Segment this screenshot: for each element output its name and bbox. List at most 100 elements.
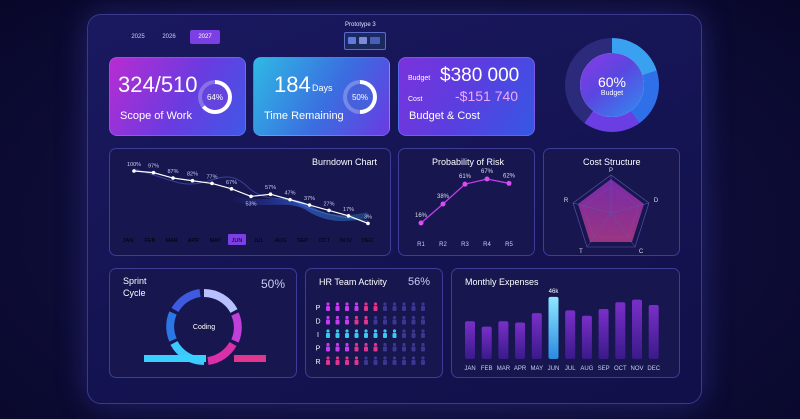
hr-row-label: I (317, 332, 319, 339)
expenses-bar[interactable] (515, 322, 526, 359)
burndown-point (132, 169, 136, 173)
hr-person-body (411, 360, 416, 365)
radar-axis-r: R (564, 198, 569, 204)
scope-card: 324/510 64% Scope of Work (109, 57, 246, 136)
expenses-bar[interactable] (648, 305, 659, 359)
hr-person-icon (354, 356, 359, 360)
hr-person-body (411, 333, 416, 338)
hr-person-body (335, 319, 340, 325)
risk-point (418, 220, 424, 226)
year-2026-button[interactable]: 2026 (162, 34, 176, 40)
sprint-center-text: Coding (193, 324, 215, 331)
time-card: 184 Days 50% Time Remaining (253, 57, 390, 136)
hr-person-icon (335, 342, 340, 347)
burndown-month[interactable]: JUN (232, 238, 243, 244)
expenses-bar[interactable] (565, 310, 576, 359)
hr-person-icon (402, 342, 406, 347)
hr-person-body (383, 360, 387, 365)
hr-person-icon (411, 356, 416, 360)
expenses-month: JUL (565, 366, 576, 372)
time-pct: 50% (347, 84, 373, 110)
hr-person-body (364, 360, 368, 365)
burndown-label: 53% (245, 201, 256, 207)
hr-person-icon (364, 302, 368, 306)
hr-person-body (373, 319, 378, 325)
hr-person-body (392, 333, 397, 338)
burndown-month[interactable]: OCT (318, 238, 330, 244)
burndown-month[interactable]: MAY (209, 238, 221, 244)
scope-label: Scope of Work (120, 110, 192, 122)
hr-person-icon (392, 342, 397, 347)
hr-person-body (392, 306, 397, 311)
burndown-chart: 100% 97%87% 82% 77%67%53%57%47%37%27%17%3% … (123, 162, 374, 245)
burndown-point (171, 176, 175, 180)
burndown-label: 17% (343, 207, 354, 213)
risk-label: 62% (503, 173, 516, 179)
hr-person-icon (383, 329, 387, 333)
hr-person-icon (364, 315, 368, 320)
burndown-month[interactable]: FEB (144, 238, 155, 244)
burndown-point (346, 214, 351, 218)
hr-person-body (354, 346, 359, 352)
burndown-label: 47% (284, 191, 295, 197)
hr-person-body (335, 360, 340, 365)
time-value: 184 (274, 72, 311, 97)
hr-person-body (364, 306, 368, 311)
hr-person-icon (326, 342, 330, 347)
risk-title: Probability of Risk (432, 157, 505, 167)
hr-person-icon (335, 315, 340, 320)
burndown-month[interactable]: DEC (362, 238, 374, 244)
expenses-bar[interactable] (581, 315, 592, 359)
burndown-month[interactable]: JAN (123, 238, 133, 244)
burndown-point (366, 221, 370, 226)
year-2025-button[interactable]: 2025 (131, 34, 145, 40)
expenses-bar[interactable] (632, 299, 642, 359)
risk-label: 16% (415, 213, 428, 219)
hr-row-label: P (316, 346, 321, 353)
budget-value: $380 000 (440, 65, 520, 86)
expenses-bar[interactable] (481, 326, 492, 359)
hr-person-icon (335, 302, 340, 306)
burndown-month[interactable]: SEP (297, 238, 308, 244)
burndown-point (327, 208, 331, 213)
hr-person-body (335, 346, 340, 352)
expenses-bar[interactable] (498, 321, 509, 359)
burndown-month[interactable]: MAR (165, 238, 177, 244)
hr-person-icon (392, 315, 397, 320)
hr-person-icon (421, 302, 425, 306)
hr-person-body (402, 360, 406, 365)
burndown-month[interactable]: AUG (275, 238, 287, 244)
hr-person-icon (421, 315, 425, 320)
expenses-month: OCT (614, 366, 627, 372)
burndown-glow (228, 194, 369, 222)
risk-category: R4 (483, 242, 491, 248)
burndown-panel: Burndown Chart 100% 97% 87% 82% 77% 67% 53% 57%… (109, 148, 391, 256)
hr-person-body (392, 360, 397, 365)
expenses-title: Monthly Expenses (465, 277, 539, 287)
hr-person-body (421, 333, 425, 338)
risk-label: 61% (459, 174, 472, 180)
expenses-bar[interactable] (465, 321, 475, 359)
risk-point (484, 176, 490, 182)
burndown-month[interactable]: JUL (254, 238, 264, 244)
prototype-thumbnail[interactable] (344, 32, 386, 50)
scope-pct: 64% (202, 84, 228, 110)
budget-cost-label: Budget & Cost (409, 110, 480, 122)
burndown-month[interactable]: APR (188, 238, 199, 244)
scope-value: 324/510 (118, 72, 198, 97)
burndown-point (210, 181, 214, 186)
burndown-month-selected[interactable] (228, 234, 246, 245)
sprint-title-2: Cycle (123, 288, 146, 298)
hr-person-icon (326, 302, 330, 306)
year-2027-button[interactable]: 2027 (190, 30, 220, 44)
burndown-month[interactable]: NOV (340, 238, 352, 244)
hr-person-body (345, 319, 349, 325)
expenses-bar[interactable] (548, 296, 559, 359)
hr-person-body (402, 306, 406, 311)
expenses-bar[interactable] (531, 313, 542, 359)
expenses-bar[interactable] (598, 309, 609, 359)
burndown-point (249, 194, 253, 199)
expenses-bar[interactable] (615, 302, 626, 359)
hr-person-body (383, 346, 387, 352)
hr-person-body (354, 360, 359, 365)
